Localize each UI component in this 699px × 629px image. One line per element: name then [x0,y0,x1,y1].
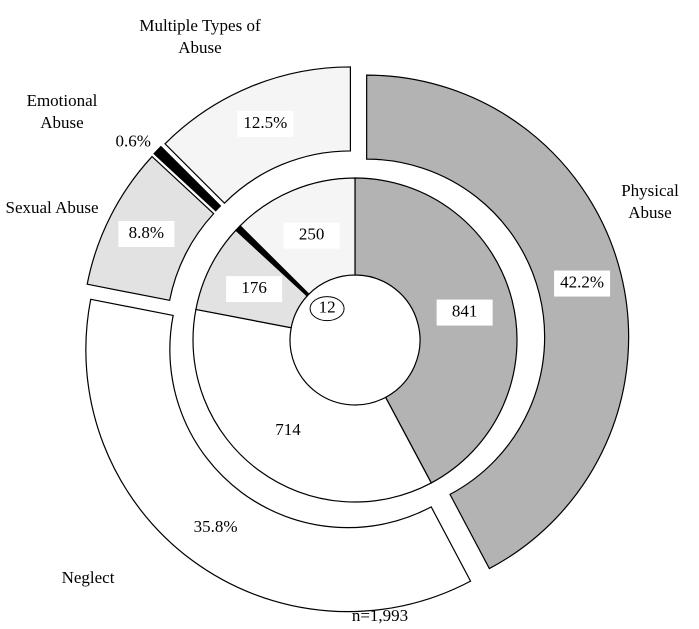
label-box [554,270,611,297]
outer-segment [366,74,630,570]
annotation: n=1,993 [351,606,409,625]
data-label: 0.6% [115,131,150,150]
label-box [118,220,175,247]
data-label: 714 [275,420,301,439]
data-label: 8.8% [129,223,164,242]
inner-segment [354,177,518,484]
label-ring [309,296,345,322]
label-box [226,276,283,303]
data-label: 176 [241,278,267,297]
data-label: 841 [452,301,478,320]
category-label: Sexual Abuse [5,198,99,217]
category-label: Multiple Types of Abuse [139,16,261,57]
label-box [436,299,493,326]
label-box [237,110,294,137]
category-label: Neglect [61,568,115,587]
data-label: 12 [319,298,336,317]
label-box [283,222,340,249]
data-label: 42.2% [560,272,604,291]
category-label: Emotional Abuse [26,91,98,132]
outer-segment [85,298,472,613]
data-label: 12.5% [243,113,287,132]
inner-segment [192,308,433,503]
category-label: Physical Abuse [621,181,679,222]
outer-segment [153,145,222,212]
data-label: 35.8% [194,517,238,536]
data-label: 250 [299,225,325,244]
